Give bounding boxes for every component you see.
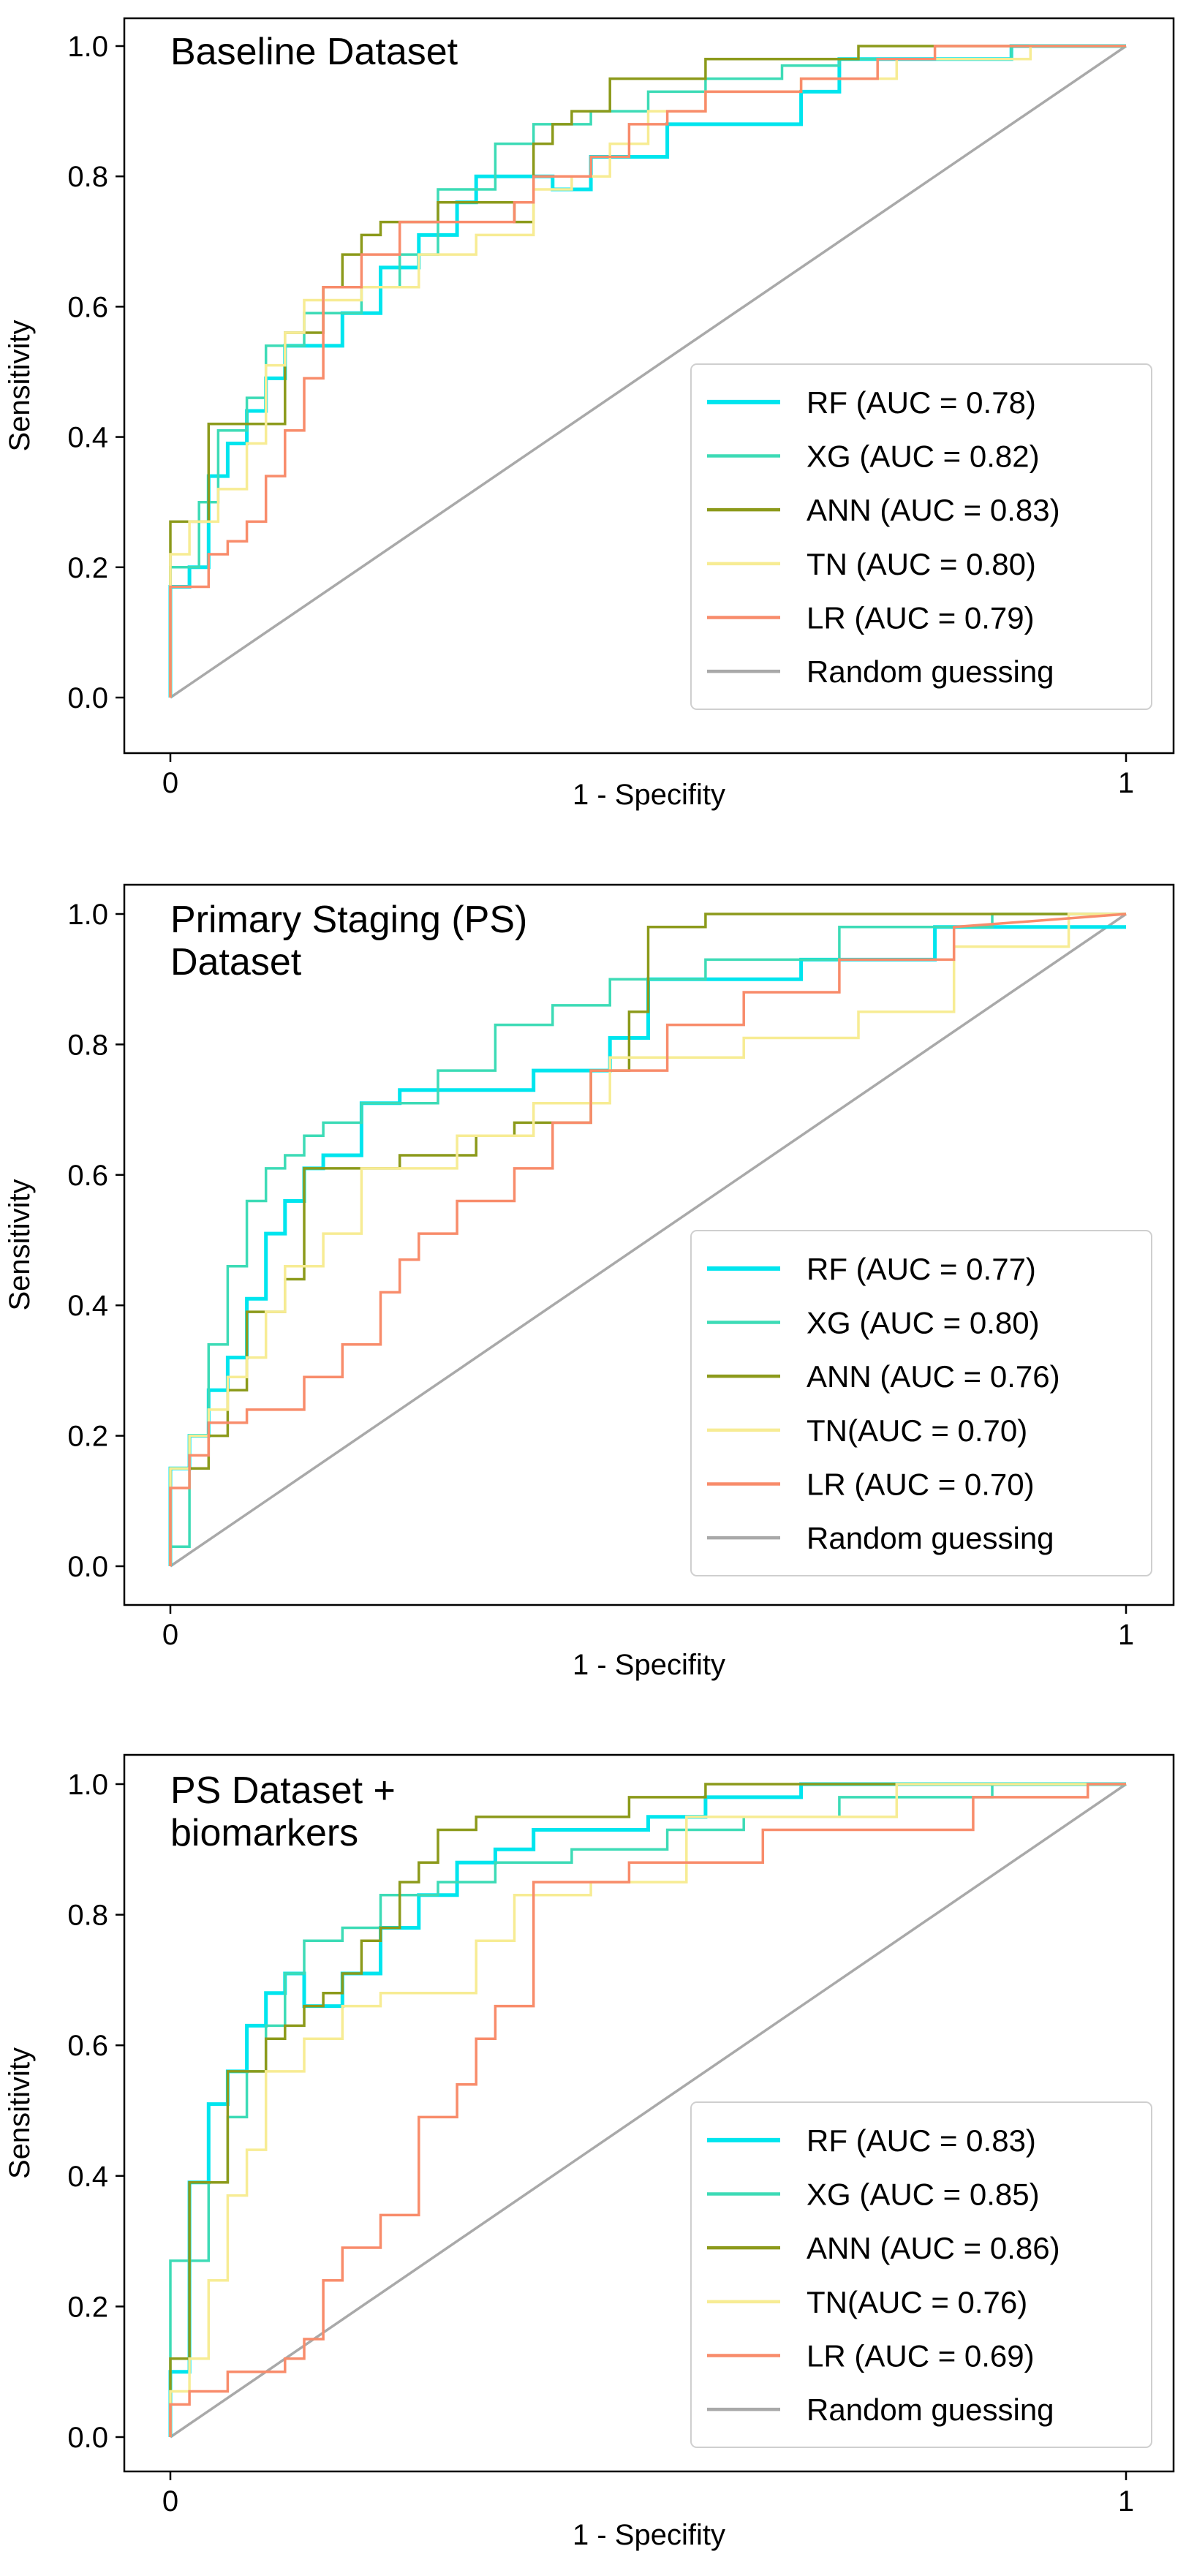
series-line-xg (169, 45, 1126, 698)
legend-label: Random guessing (807, 654, 1054, 689)
x-tick-label: 0 (162, 767, 178, 799)
legend-label: RF (AUC = 0.83) (807, 2123, 1036, 2158)
series-line-xg (169, 913, 1126, 1566)
y-tick-label: 0.8 (67, 1900, 108, 1932)
chart-title: Primary Staging (PS) (170, 899, 527, 941)
y-axis-label: Sensitivity (4, 1179, 36, 1310)
y-tick-label: 0.2 (67, 552, 108, 584)
legend-label: ANN (AUC = 0.86) (807, 2231, 1060, 2265)
series-line-tn (169, 913, 1126, 1566)
y-tick-label: 0.0 (67, 682, 108, 714)
legend-label: TN(AUC = 0.70) (807, 1413, 1027, 1448)
legend-label: XG (AUC = 0.82) (807, 439, 1040, 474)
legend-label: Random guessing (807, 1521, 1054, 1555)
legend-box (690, 2101, 1152, 2448)
legend-label: LR (AUC = 0.70) (807, 1468, 1035, 1502)
x-axis-label: 1 - Specifity (573, 1649, 725, 1681)
roc-panel-primary-staging: 0.0 0.2 0.4 0.6 0.8 1.0 0 1 1 - Specifity Sensiti… (4, 883, 1175, 1681)
plot-frame (123, 1753, 1175, 2473)
legend-label: Random guessing (807, 2392, 1054, 2427)
y-tick-label: 1.0 (67, 899, 108, 931)
y-tick-label: 1.0 (67, 1769, 108, 1801)
legend-label: RF (AUC = 0.78) (807, 385, 1036, 420)
x-tick-label: 0 (162, 1619, 178, 1651)
y-tick-label: 0.0 (67, 2422, 108, 2454)
y-tick-label: 0.6 (67, 291, 108, 323)
chart-title: biomarkers (170, 1812, 358, 1854)
series-line-lr (169, 45, 1126, 698)
y-tick-label: 1.0 (67, 31, 108, 63)
y-tick-label: 0.6 (67, 1160, 108, 1192)
legend-box (690, 1230, 1152, 1576)
legend-label: ANN (AUC = 0.76) (807, 1359, 1060, 1394)
chart-title: PS Dataset + (170, 1769, 396, 1812)
series-line-ann (169, 913, 1126, 1566)
y-tick-label: 0.8 (67, 1029, 108, 1061)
y-axis-label: Sensitivity (4, 320, 36, 451)
series-line-random-guessing (170, 1783, 1127, 2439)
legend-label: XG (AUC = 0.80) (807, 1306, 1040, 1340)
chart-title: Baseline Dataset (170, 31, 458, 73)
legend-label: XG (AUC = 0.85) (807, 2177, 1040, 2212)
legend-box (690, 363, 1152, 710)
series-line-ann (169, 1783, 1126, 2437)
roc-panel-ps-biomarkers: 0.0 0.2 0.4 0.6 0.8 1.0 0 1 1 - Specifity Sensiti… (4, 1753, 1175, 2551)
y-tick-label: 0.4 (67, 422, 108, 454)
x-tick-label: 1 (1118, 767, 1134, 799)
series-line-random-guessing (170, 913, 1127, 1568)
plot-frame (123, 883, 1175, 1606)
series-line-random-guessing (170, 45, 1127, 699)
y-tick-label: 0.0 (67, 1551, 108, 1583)
chart-title: Dataset (170, 941, 302, 983)
series-line-lr (169, 913, 1127, 1566)
legend-label: LR (AUC = 0.79) (807, 601, 1035, 635)
x-axis-label: 1 - Specifity (573, 779, 725, 811)
series-line-tn (169, 1783, 1126, 2437)
legend-label: TN (AUC = 0.80) (807, 547, 1036, 581)
x-tick-label: 1 (1118, 1619, 1134, 1651)
x-axis-label: 1 - Specifity (573, 2519, 725, 2551)
y-tick-label: 0.6 (67, 2030, 108, 2062)
y-tick-label: 0.4 (67, 2161, 108, 2193)
x-tick-label: 0 (162, 2485, 178, 2518)
y-tick-label: 0.8 (67, 161, 108, 193)
legend-label: RF (AUC = 0.77) (807, 1252, 1036, 1286)
plot-frame (123, 17, 1175, 755)
legend-label: LR (AUC = 0.69) (807, 2339, 1035, 2373)
y-tick-label: 0.4 (67, 1290, 108, 1322)
legend-label: TN(AUC = 0.76) (807, 2285, 1027, 2319)
roc-panel-baseline: 0.0 0.2 0.4 0.6 0.8 1.0 0 1 1 - Specifity Sensiti… (4, 17, 1175, 811)
y-tick-label: 0.2 (67, 2291, 108, 2323)
legend-label: ANN (AUC = 0.83) (807, 493, 1060, 527)
series-line-lr (169, 1783, 1126, 2437)
x-tick-label: 1 (1118, 2485, 1134, 2518)
y-axis-label: Sensitivity (4, 2047, 36, 2179)
y-tick-label: 0.2 (67, 1421, 108, 1453)
